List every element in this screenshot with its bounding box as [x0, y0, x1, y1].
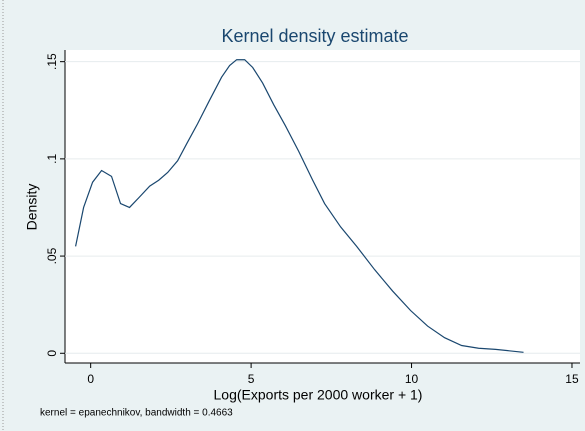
x-axis-label: Log(Exports per 2000 worker + 1)	[214, 387, 423, 403]
chart-title: Kernel density estimate	[221, 26, 408, 46]
y-tick-label: .05	[45, 247, 59, 264]
y-tick-label: .15	[45, 53, 59, 70]
plot-area	[65, 50, 580, 363]
x-tick-label: 10	[405, 372, 419, 386]
y-tick-label: 0	[45, 350, 59, 357]
y-axis-label: Density	[24, 184, 40, 231]
note: kernel = epanechnikov, bandwidth = 0.466…	[40, 408, 233, 419]
x-tick-label: 15	[565, 372, 579, 386]
density-line	[75, 59, 524, 353]
x-tick-label: 0	[87, 372, 94, 386]
x-tick-label: 5	[248, 372, 255, 386]
y-tick-label: .1	[45, 154, 59, 164]
